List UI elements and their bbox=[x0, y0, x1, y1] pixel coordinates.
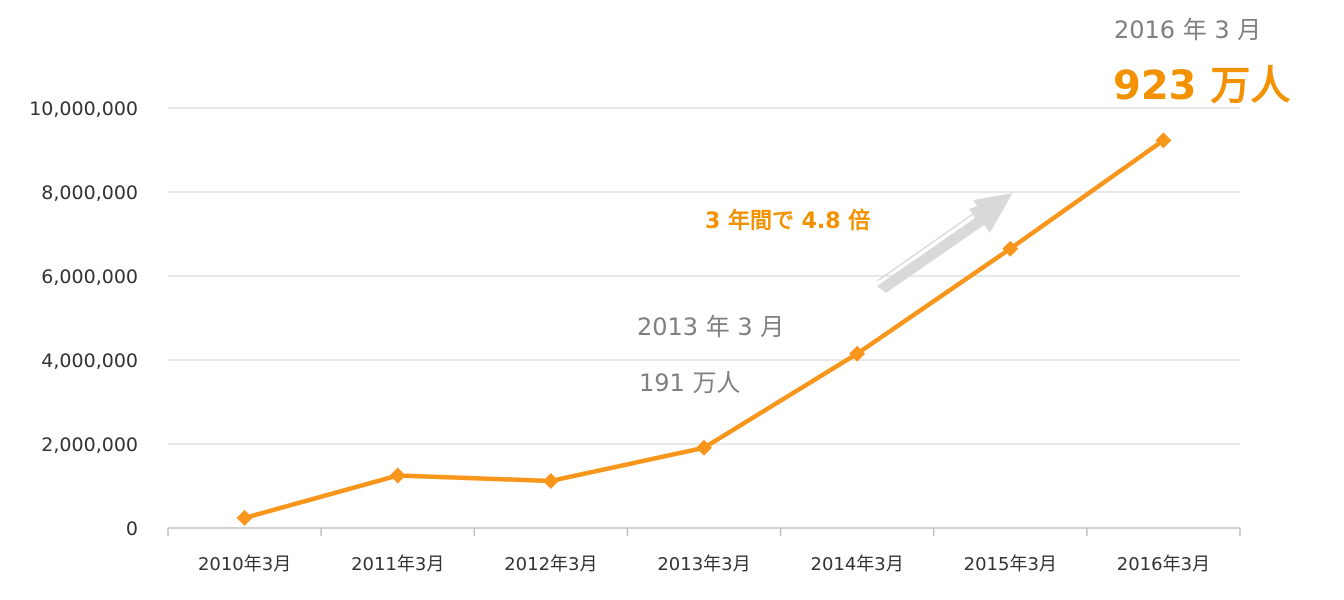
y-tick-label: 0 bbox=[126, 518, 138, 540]
y-tick-label: 4,000,000 bbox=[41, 350, 138, 372]
data-point-marker bbox=[1002, 240, 1019, 257]
y-tick-label: 8,000,000 bbox=[41, 182, 138, 204]
x-tick-label: 2011年3月 bbox=[351, 554, 444, 575]
x-axis: 2010年3月 2011年3月 2012年3月 2013年3月 2014年3月 2015年… bbox=[167, 527, 1241, 575]
x-tick-label: 2012年3月 bbox=[504, 554, 597, 575]
data-point-marker bbox=[696, 439, 712, 456]
growth-arrow bbox=[876, 193, 1013, 293]
end-value-annotation: 923 万人 bbox=[1113, 63, 1290, 109]
data-point-marker bbox=[389, 467, 406, 484]
y-axis: 0 2,000,000 4,000,000 6,000,000 8,000,000 10,… bbox=[29, 98, 138, 540]
data-point-marker bbox=[542, 472, 559, 489]
growth-annotation: 3 年間で 4.8 倍 bbox=[705, 208, 870, 234]
x-tick-label: 2014年3月 bbox=[811, 554, 904, 575]
series-revenue bbox=[236, 132, 1172, 526]
y-tick-label: 10,000,000 bbox=[29, 98, 138, 120]
end-date-annotation: 2016 年 3 月 bbox=[1114, 16, 1261, 44]
data-point-marker bbox=[236, 509, 253, 526]
start-value-annotation: 191 万人 bbox=[639, 369, 740, 397]
x-tick-label: 2010年3月 bbox=[198, 554, 291, 575]
y-tick-label: 2,000,000 bbox=[41, 434, 138, 456]
data-point-marker bbox=[1155, 132, 1172, 149]
x-tick-label: 2013年3月 bbox=[657, 554, 750, 575]
x-tick-label: 2016年3月 bbox=[1117, 554, 1210, 575]
start-date-annotation: 2013 年 3 月 bbox=[637, 313, 784, 341]
data-point-marker bbox=[849, 345, 866, 362]
grid-lines bbox=[168, 107, 1240, 445]
x-tick-label: 2015年3月 bbox=[964, 554, 1057, 575]
y-tick-label: 6,000,000 bbox=[41, 266, 138, 288]
